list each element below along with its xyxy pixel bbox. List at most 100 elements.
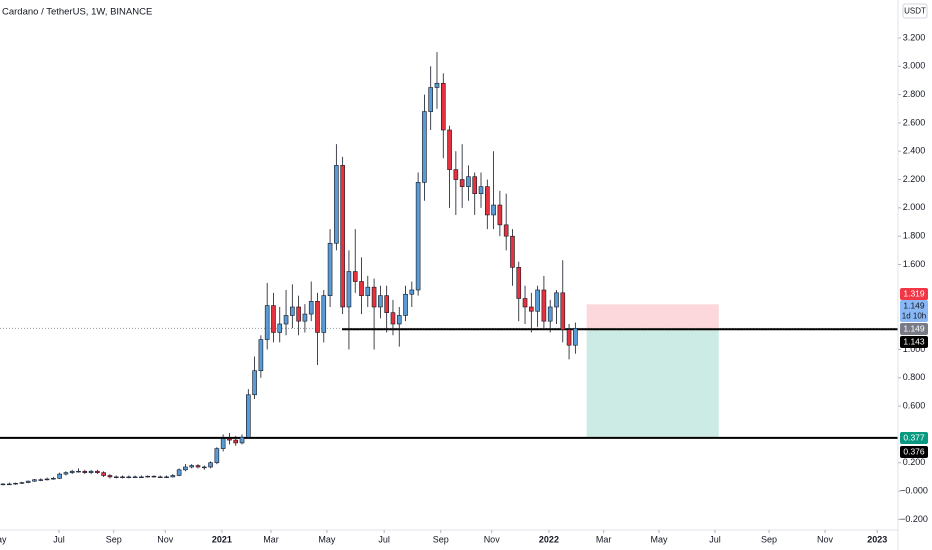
candle-body [497,204,503,226]
candle-body [378,295,383,308]
y-tick-label: 2.000 [903,202,926,212]
candle-body [503,224,509,237]
x-tick-label: Mar [263,534,279,544]
price-label: 1.319 [903,288,925,298]
x-tick-label: Nov [157,534,174,544]
candle-body [38,479,44,481]
plot-area [0,52,898,486]
candle-body [283,315,289,325]
price-label-box [900,336,928,348]
axes: 3.200 3.000 2.800 2.600 2.400 2.200 2.000 1.800… [0,32,928,544]
candle-body [208,462,213,468]
stop-zone [586,304,719,329]
x-tick-label: 2021 [212,534,232,544]
candle-body [422,111,427,183]
candle-body [277,323,283,333]
candle-body [535,289,540,312]
candle-body [290,306,295,316]
candle-body [541,289,547,322]
candle-body [573,328,578,346]
candle-body [69,470,75,473]
candle-body [434,82,440,88]
candle-body [352,271,358,282]
candle-body [522,298,528,308]
candle-body [554,292,559,308]
price-label: 0.376 [903,446,925,456]
y-tick-label: 1.000 [903,344,926,354]
candle-body [107,475,113,478]
x-tick-label: Jul [378,534,390,544]
candle-body [132,476,138,479]
price-axis [898,0,932,550]
candle-body [478,186,484,195]
currency-box[interactable] [902,3,928,19]
candle-body [491,204,496,216]
candle-body [164,476,169,479]
x-tick-label: Mar [596,534,612,544]
candle-body [145,475,150,478]
chart-title: Cardano / TetherUS, 1W, BINANCE [2,7,152,18]
candle-body [365,286,371,296]
candle-body [340,165,345,308]
x-tick-label: 2023 [867,534,887,544]
candle-body [308,301,314,315]
candle-body [264,305,270,340]
candle-body [459,179,465,187]
x-tick-label: Nov [484,534,501,544]
candle-body [258,339,264,372]
candle-body [0,483,6,486]
candle-body [227,438,232,441]
candle-body [302,313,308,322]
candle-body [101,472,106,476]
candle-body [384,295,389,313]
candle-body [189,465,195,468]
candle-body [176,469,182,476]
candle-body [32,479,37,482]
y-tick-label: 1.800 [903,231,926,241]
x-tick-label: Jul [53,534,65,544]
candle-body [409,289,415,295]
y-tick-label: 1.600 [903,259,926,269]
candle-body [510,235,515,268]
candle-body [466,176,471,187]
candle-body [57,473,62,479]
candle-body [447,129,452,170]
candle-body [547,306,553,322]
candle-body [214,448,220,464]
y-tick-label: 0.800 [903,372,926,382]
y-tick-label: 2.800 [903,89,926,99]
x-tick-label: May [318,534,336,544]
y-tick-label: 3.200 [903,32,926,42]
candle-body [415,182,421,291]
candle-body [252,370,257,396]
x-tick-label: Nov [817,534,834,544]
currency: USDT [904,7,926,16]
candle-body [82,470,88,473]
candle-body [396,315,402,325]
candle-body [120,476,125,479]
candle-body [220,438,226,449]
candle-body [13,482,18,485]
candle-body [246,394,251,438]
candle-body [390,312,396,325]
y-tick-label: −0.200 [900,514,928,524]
candle-body [472,176,478,195]
price-label-box [900,432,928,444]
price-label: 1.143 [903,336,925,346]
candle-body [516,267,522,299]
candle-body [239,436,245,444]
candle-body [560,292,566,330]
candle-body [183,466,188,471]
candle-body [88,470,94,473]
candle-body [170,475,176,478]
candle-body [296,306,301,322]
candle-body [63,472,69,475]
candle-body [113,476,119,479]
candle-body [201,466,207,469]
price-label-box [900,300,928,322]
candle-body [271,305,276,333]
price-label: 0.377 [903,432,925,442]
